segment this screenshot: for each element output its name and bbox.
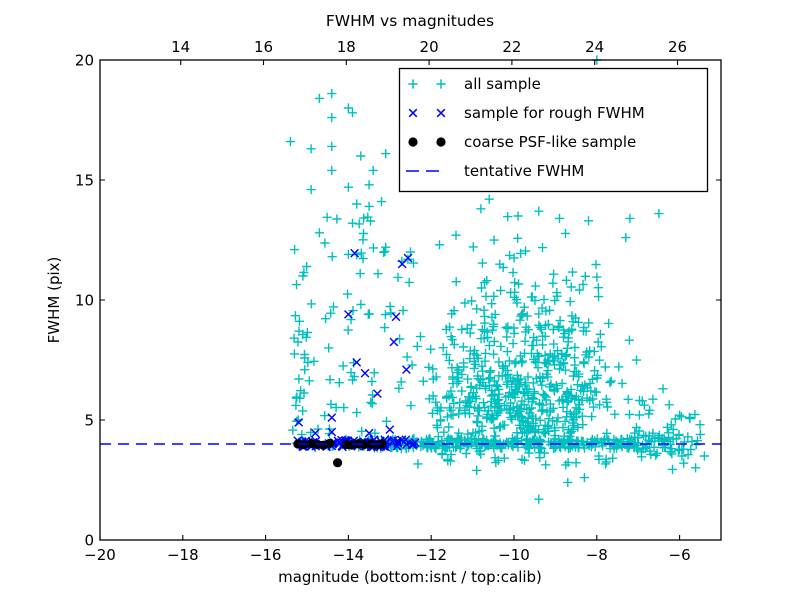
coarse-psf-dot <box>325 438 335 448</box>
plus-marker-icon <box>408 79 446 89</box>
legend-entry-all-sample: all sample <box>408 75 541 93</box>
all-sample-points <box>285 55 709 504</box>
chart-title: FWHM vs magnitudes <box>326 12 494 30</box>
coarse-psf-dot <box>359 440 369 450</box>
axis-tick-labels: −20 −18 −16 −14 −12 −10 −8 −6 14 16 18 20 22 24 26 0 5 10… <box>75 38 691 564</box>
x-bottom-tick-label: −12 <box>415 546 447 564</box>
legend-entry-tentative-fwhm: tentative FWHM <box>406 162 584 180</box>
axis-ticks <box>99 59 721 541</box>
dot-marker-icon <box>408 137 418 147</box>
legend-entry-rough-fwhm: sample for rough FWHM <box>408 104 645 122</box>
tick-marks <box>99 59 721 541</box>
dot-marker-icon <box>436 137 446 147</box>
x-top-tick-label: 22 <box>502 38 521 56</box>
x-bottom-tick-label: −8 <box>586 546 608 564</box>
y-tick-label: 5 <box>84 412 94 430</box>
legend-label-rough-fwhm: sample for rough FWHM <box>464 104 645 122</box>
x-top-tick-label: 18 <box>337 38 356 56</box>
coarse-psf-dot <box>333 458 343 468</box>
y-tick-label: 15 <box>75 172 94 190</box>
x-bottom-tick-label: −20 <box>84 546 116 564</box>
x-marker-icon <box>408 108 446 118</box>
legend-label-all-sample: all sample <box>464 75 541 93</box>
x-bottom-tick-label: −14 <box>333 546 365 564</box>
x-bottom-tick-label: −16 <box>250 546 282 564</box>
y-tick-label: 0 <box>84 532 94 550</box>
legend-label-tentative-fwhm: tentative FWHM <box>464 162 584 180</box>
x-top-tick-label: 26 <box>668 38 687 56</box>
x-bottom-tick-label: −6 <box>669 546 691 564</box>
x-top-tick-label: 24 <box>585 38 604 56</box>
y-axis-label: FWHM (pix) <box>45 257 63 344</box>
x-bottom-tick-label: −10 <box>498 546 530 564</box>
legend-box <box>398 67 709 193</box>
x-axis-label: magnitude (bottom:isnt / top:calib) <box>278 568 542 586</box>
x-top-tick-label: 16 <box>254 38 273 56</box>
x-top-tick-label: 14 <box>171 38 190 56</box>
y-tick-label: 10 <box>75 292 94 310</box>
coarse-psf-dot <box>377 439 387 449</box>
rough-fwhm-sample-points <box>293 248 420 452</box>
x-bottom-tick-label: −18 <box>167 546 199 564</box>
y-tick-label: 20 <box>75 52 94 70</box>
legend: all sample sample for rough FWHM coarse … <box>398 67 709 193</box>
x-top-tick-label: 20 <box>420 38 439 56</box>
legend-label-coarse-psf: coarse PSF-like sample <box>464 133 636 151</box>
legend-entry-coarse-psf: coarse PSF-like sample <box>408 133 636 151</box>
